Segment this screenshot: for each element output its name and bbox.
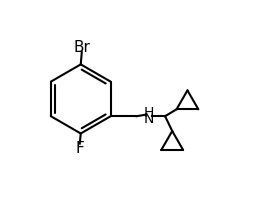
Text: F: F xyxy=(75,141,84,156)
Text: Br: Br xyxy=(73,40,90,55)
Text: H: H xyxy=(143,106,153,120)
Text: N: N xyxy=(143,112,153,126)
